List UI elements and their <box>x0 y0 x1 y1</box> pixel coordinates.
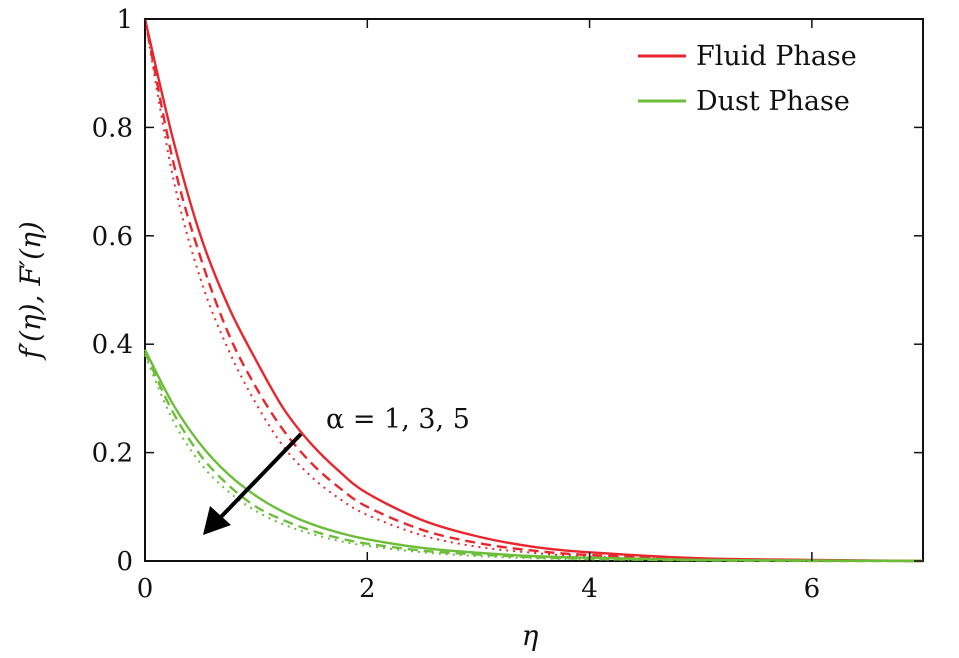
annotation-text: α = 1, 3, 5 <box>326 404 470 435</box>
y-tick-label: 0.6 <box>92 222 133 252</box>
plot-frame <box>144 18 924 562</box>
legend-label-fluid: Fluid Phase <box>696 41 857 72</box>
x-axis-label: η <box>522 619 539 652</box>
y-tick-label: 0.2 <box>92 439 133 469</box>
series-layer <box>143 18 924 563</box>
x-tick-label: 2 <box>359 574 376 604</box>
series-dust-phase-alpha-3 <box>143 351 924 563</box>
y-tick-label: 0.4 <box>92 330 133 360</box>
y-tick-label: 1 <box>116 5 133 35</box>
alpha-annotation: α = 1, 3, 5 <box>203 404 470 535</box>
series-dust-phase-alpha-5 <box>144 354 924 563</box>
legend: Fluid Phase Dust Phase <box>638 41 857 117</box>
y-tick-label: 0 <box>116 547 133 577</box>
y-tick-label: 0.8 <box>92 113 133 143</box>
x-tick-label: 6 <box>804 574 821 604</box>
annotation-arrow-shaft <box>216 432 303 522</box>
annotation-arrow-head <box>203 506 231 535</box>
x-tick-label: 4 <box>581 574 598 604</box>
y-axis-label: f′(η), F′(η) <box>14 221 47 361</box>
series-fluid-phase-alpha-5 <box>144 18 924 562</box>
x-tick-label: 0 <box>137 574 154 604</box>
series-dust-phase-alpha-1 <box>143 349 924 563</box>
ticks-layer: 0 2 4 6 0 0.2 0.4 0.6 0.8 1 <box>92 5 923 604</box>
legend-label-dust: Dust Phase <box>696 86 850 117</box>
